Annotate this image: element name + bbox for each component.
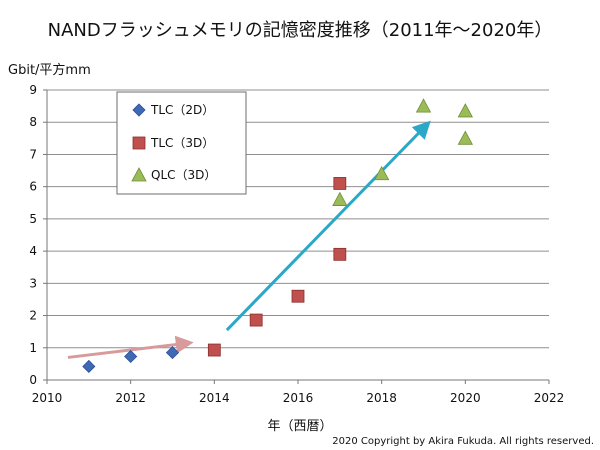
y-tick-label-7: 7 [29, 147, 37, 161]
point-1-1 [82, 359, 96, 374]
x-tick-label-2016: 2016 [283, 391, 314, 405]
legend: TLC（2D） TLC（3D） QLC（3D） [116, 91, 247, 195]
x-tick-label-2010: 2010 [32, 391, 63, 405]
x-axis-label: 年（西暦） [267, 419, 332, 434]
tick-labels: 0 1 2 3 4 5 6 7 8 9 2010 2012 2014 2016 2018 2020 2022 [29, 83, 564, 405]
data-points [82, 98, 474, 374]
trend-arrow-1 [67, 335, 194, 359]
axis-lines [43, 89, 550, 384]
y-tick-label-0: 0 [29, 373, 37, 387]
point-3-2 [373, 165, 390, 181]
legend-items: TLC（2D） TLC（3D） QLC（3D） [131, 103, 216, 182]
plot-area: 0 1 2 3 4 5 6 7 8 9 2010 2012 2014 2016 2018 2020 2022 [29, 83, 564, 405]
y-tick-label-9: 9 [29, 83, 37, 97]
y-tick-label-4: 4 [29, 244, 37, 258]
x-tick-label-2022: 2022 [534, 391, 565, 405]
trend-arrows [67, 120, 431, 359]
y-tick-label-5: 5 [29, 212, 37, 226]
x-tick-label-2014: 2014 [199, 391, 230, 405]
point-3-3 [415, 98, 432, 113]
x-tick-label-2012: 2012 [115, 391, 146, 405]
legend-marker-2 [132, 136, 146, 150]
x-tick-label-2018: 2018 [366, 391, 397, 405]
x-tick-label-2020: 2020 [450, 391, 481, 405]
point-2-2 [249, 313, 263, 327]
point-2-3 [291, 289, 305, 303]
y-tick-label-2: 2 [29, 309, 37, 323]
point-1-3 [165, 346, 180, 360]
y-tick-label-1: 1 [29, 341, 37, 355]
point-3-1 [332, 191, 348, 206]
point-2-4 [333, 247, 347, 261]
point-3-5 [457, 130, 474, 145]
legend-label-1: TLC（2D） [150, 103, 214, 117]
legend-label-2: TLC（3D） [150, 136, 214, 150]
y-tick-label-8: 8 [29, 115, 37, 129]
legend-marker-3 [131, 167, 147, 182]
trend-arrow-2 [225, 120, 431, 332]
point-2-1 [207, 343, 221, 357]
chart-title: NANDフラッシュメモリの記憶密度推移（2011年～2020年） [48, 20, 553, 41]
legend-label-3: QLC（3D） [151, 168, 216, 182]
copyright-text: 2020 Copyright by Akira Fukuda. All righ… [332, 436, 594, 447]
y-axis-label: Gbit/平方mm [8, 62, 91, 78]
point-3-4 [457, 103, 474, 118]
y-tick-label-3: 3 [29, 276, 37, 290]
point-1-2 [124, 349, 138, 364]
point-2-5 [333, 177, 347, 190]
legend-marker-1 [132, 103, 146, 117]
y-tick-label-6: 6 [29, 180, 37, 194]
